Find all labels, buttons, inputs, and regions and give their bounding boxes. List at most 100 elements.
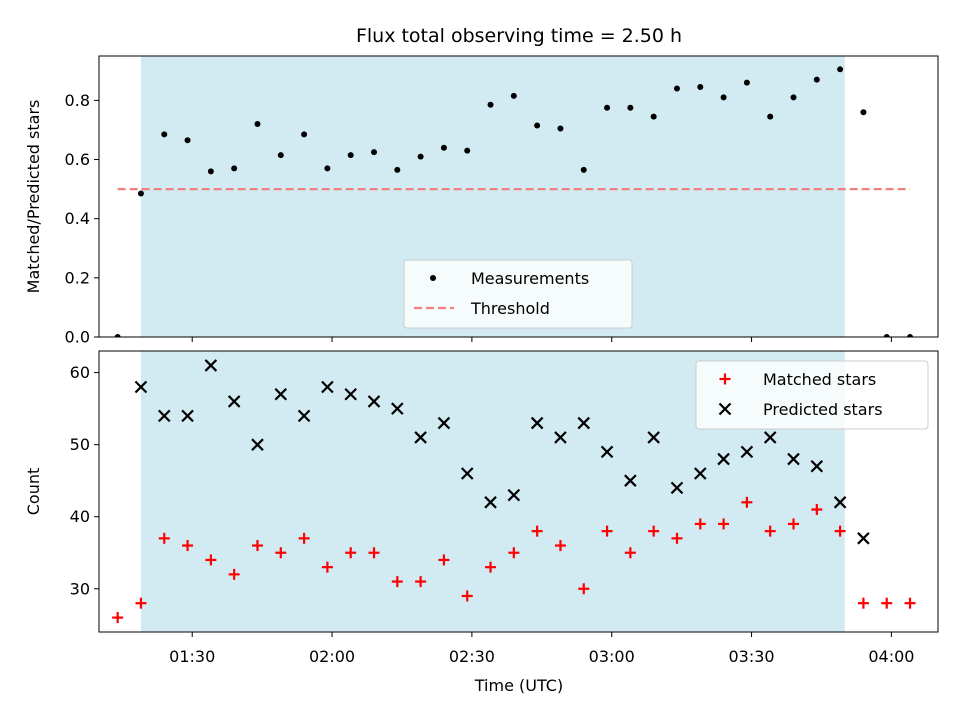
predicted-star-point bbox=[670, 481, 684, 495]
predicted-star-point bbox=[530, 416, 544, 430]
measurement-point bbox=[254, 121, 261, 128]
top-panel: 0.0 0.2 0.4 0.6 0.8 Matched/Predicted stars Me… bbox=[24, 55, 939, 347]
matched-star-point bbox=[694, 518, 706, 530]
matched-star-point bbox=[368, 547, 380, 559]
measurement-point bbox=[510, 92, 517, 99]
predicted-star-point bbox=[484, 496, 497, 509]
measurement-point bbox=[697, 84, 704, 91]
measurement-point bbox=[650, 113, 657, 120]
predicted-star-point bbox=[204, 359, 218, 372]
legend-label: Measurements bbox=[471, 269, 589, 288]
matched-star-point bbox=[275, 547, 287, 559]
y-tick-label: 0.0 bbox=[65, 328, 90, 347]
x-tick-label: 01:30 bbox=[169, 647, 215, 666]
measurement-point bbox=[324, 165, 331, 172]
chart-title: Flux total observing time = 2.50 h bbox=[356, 25, 682, 47]
measurement-point bbox=[114, 334, 121, 337]
matched-star-point bbox=[554, 540, 566, 552]
predicted-star-point bbox=[600, 445, 614, 459]
measurement-point bbox=[277, 152, 284, 159]
measurement-point bbox=[673, 85, 680, 92]
matched-star-point bbox=[718, 518, 730, 530]
x-tick-label: 04:00 bbox=[868, 647, 914, 666]
y-axis-label: Matched/Predicted stars bbox=[24, 100, 43, 294]
predicted-star-point bbox=[181, 409, 194, 423]
y-tick-label: 0.6 bbox=[65, 150, 90, 169]
y-tick-label: 30 bbox=[70, 579, 90, 598]
x-axis-label: Time (UTC) bbox=[474, 676, 563, 695]
predicted-star-point bbox=[624, 474, 637, 487]
predicted-star-point bbox=[227, 395, 241, 408]
y-tick-label: 0.4 bbox=[65, 209, 90, 228]
measurement-point bbox=[440, 144, 447, 151]
matched-star-point bbox=[811, 504, 823, 516]
matched-star-point bbox=[531, 525, 543, 537]
y-tick-label: 0.8 bbox=[65, 91, 90, 110]
predicted-star-point bbox=[297, 409, 311, 423]
legend-label: Threshold bbox=[470, 299, 550, 318]
matched-star-point bbox=[461, 590, 473, 602]
predicted-star-point bbox=[414, 431, 427, 444]
measurement-point bbox=[417, 153, 424, 160]
predicted-star-point bbox=[577, 416, 591, 430]
matched-star-point bbox=[415, 576, 427, 588]
measurement-point bbox=[790, 94, 797, 101]
predicted-star-point bbox=[251, 438, 264, 451]
predicted-star-point bbox=[740, 445, 754, 459]
y-axis-label: Count bbox=[24, 468, 43, 516]
matched-star-point bbox=[788, 518, 800, 530]
x-tick-label: 02:30 bbox=[449, 647, 495, 666]
matched-star-point bbox=[158, 532, 170, 544]
legend-label: Predicted stars bbox=[763, 400, 883, 419]
measurement-point bbox=[534, 122, 541, 129]
predicted-star-point bbox=[763, 431, 777, 444]
measurement-point bbox=[207, 168, 214, 175]
matched-star-point bbox=[648, 525, 660, 537]
measurement-point bbox=[137, 190, 144, 197]
matched-star-point bbox=[741, 496, 753, 508]
measurement-point bbox=[231, 165, 238, 172]
predicted-star-point bbox=[717, 452, 730, 466]
predicted-star-point bbox=[367, 395, 381, 408]
predicted-star-point bbox=[391, 402, 404, 415]
measurement-point bbox=[371, 149, 378, 156]
legend: Matched stars Predicted stars bbox=[695, 360, 929, 430]
legend-matched-marker bbox=[719, 373, 731, 385]
predicted-star-point bbox=[321, 380, 334, 394]
measurement-point bbox=[347, 152, 354, 159]
legend-box bbox=[695, 360, 929, 430]
matched-star-point bbox=[881, 597, 893, 609]
x-tick-label: 02:00 bbox=[309, 647, 355, 666]
matched-star-point bbox=[485, 561, 497, 573]
measurement-point bbox=[184, 137, 191, 144]
x-tick-label: 03:30 bbox=[729, 647, 775, 666]
measurement-point bbox=[580, 166, 587, 173]
legend-predicted-marker bbox=[718, 402, 732, 416]
legend-label: Matched stars bbox=[763, 370, 876, 389]
predicted-star-point bbox=[274, 387, 288, 401]
matched-star-point bbox=[391, 576, 403, 588]
y-tick-label: 0.2 bbox=[65, 268, 90, 287]
measurement-point bbox=[487, 101, 494, 108]
measurement-point bbox=[161, 131, 168, 138]
predicted-star-point bbox=[344, 387, 357, 401]
plot-frame bbox=[98, 350, 939, 633]
matched-star-point bbox=[251, 540, 263, 552]
predicted-star-point bbox=[507, 488, 521, 502]
legend: Measurements Threshold bbox=[403, 259, 633, 329]
predicted-star-point bbox=[437, 416, 451, 430]
matched-star-point bbox=[904, 597, 916, 609]
predicted-star-point bbox=[647, 431, 660, 444]
matched-star-point bbox=[438, 554, 450, 566]
predicted-star-point bbox=[554, 431, 567, 444]
matched-star-point bbox=[857, 597, 869, 609]
measurement-point bbox=[907, 334, 914, 337]
legend-measurement-marker bbox=[430, 275, 436, 281]
bottom-panel: 30 40 50 60 01:30 02:00 02:30 03:00 03:30 04:00 Co… bbox=[24, 350, 939, 666]
predicted-star-point bbox=[157, 409, 171, 423]
matched-star-point bbox=[578, 583, 590, 595]
matched-star-point bbox=[228, 568, 240, 580]
matched-star-point bbox=[321, 561, 333, 573]
predicted-star-point bbox=[810, 460, 824, 473]
